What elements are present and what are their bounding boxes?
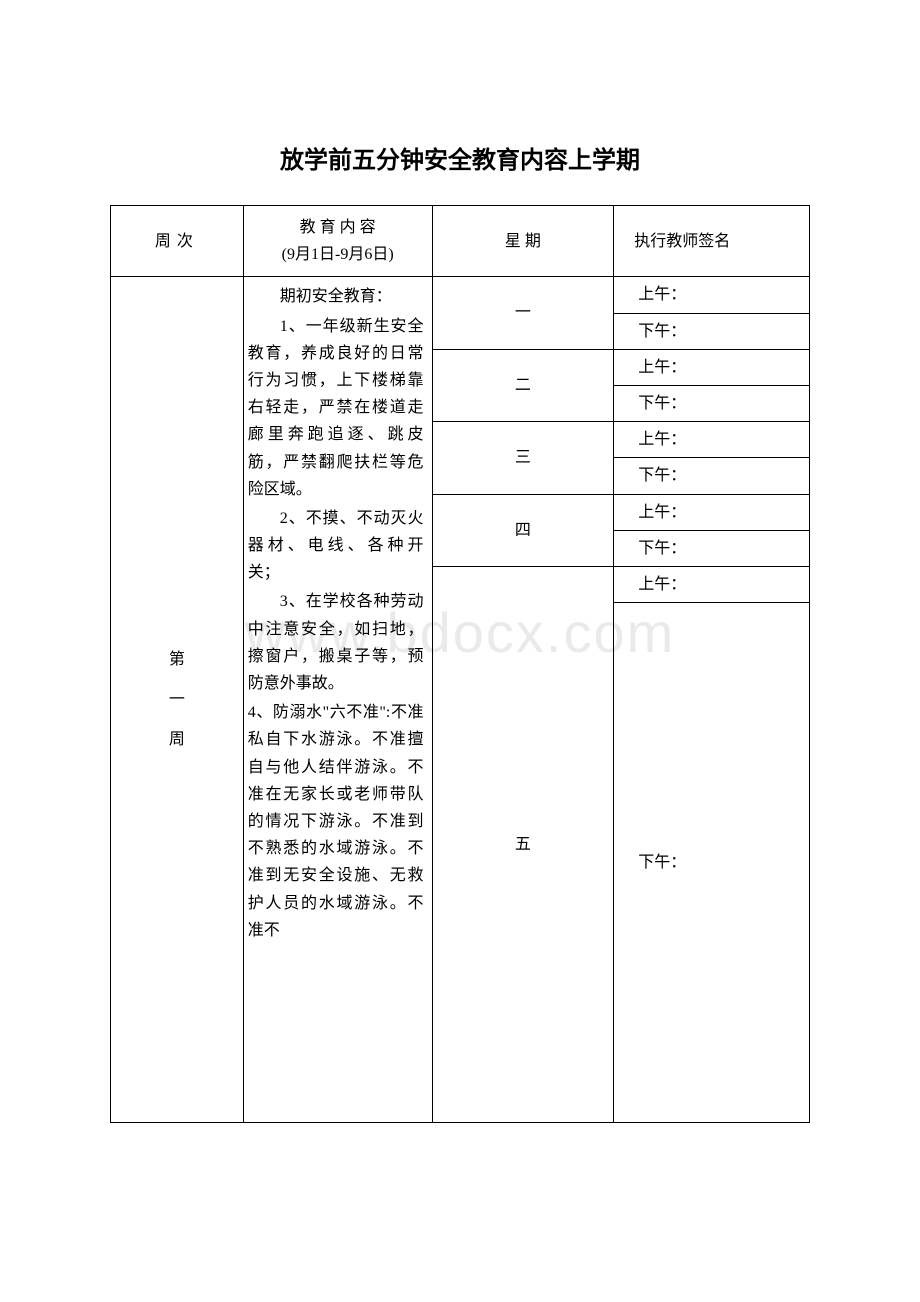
header-day-text: 星 期 <box>437 228 610 255</box>
table-header-row: 周次 教 育 内 容 (9月1日-9月6日) 星 期 执行教师签名 <box>111 206 810 277</box>
header-content: 教 育 内 容 (9月1日-9月6日) <box>243 206 432 277</box>
sign-d4-am: 上午： <box>614 494 810 530</box>
day-1: 一 <box>432 277 614 349</box>
content-intro: 期初安全教育： <box>248 283 424 310</box>
week-char-3: 周 <box>117 720 237 760</box>
header-week: 周次 <box>111 206 244 277</box>
week-cell: 第 一 周 <box>111 277 244 1123</box>
header-sign: 执行教师签名 <box>614 206 810 277</box>
schedule-table: 周次 教 育 内 容 (9月1日-9月6日) 星 期 执行教师签名 第 一 周 … <box>110 205 810 1123</box>
week-char-2: 一 <box>117 680 237 720</box>
sign-d4-pm: 下午： <box>614 530 810 566</box>
sign-d5-pm: 下午： <box>614 603 810 1123</box>
header-day: 星 期 <box>432 206 614 277</box>
document-page: 放学前五分钟安全教育内容上学期 周次 教 育 内 容 (9月1日-9月6日) 星… <box>0 0 920 1123</box>
sign-d1-pm: 下午： <box>614 313 810 349</box>
header-week-text: 周次 <box>115 228 239 255</box>
sign-d3-am: 上午： <box>614 422 810 458</box>
day-4: 四 <box>432 494 614 566</box>
sign-d1-am: 上午： <box>614 277 810 313</box>
content-p3: 3、在学校各种劳动中注意安全，如扫地，擦窗户，搬桌子等，预防意外事故。 <box>248 588 424 697</box>
header-content-label: 教 育 内 容 <box>248 214 428 241</box>
header-sign-text: 执行教师签名 <box>634 228 803 255</box>
document-title: 放学前五分钟安全教育内容上学期 <box>110 140 810 175</box>
week-char-1: 第 <box>117 640 237 680</box>
sign-d3-pm: 下午： <box>614 458 810 494</box>
content-p1: 1、一年级新生安全教育，养成良好的日常行为习惯，上下楼梯靠右轻走，严禁在楼道走廊… <box>248 313 424 503</box>
content-cell: 期初安全教育： 1、一年级新生安全教育，养成良好的日常行为习惯，上下楼梯靠右轻走… <box>243 277 432 1123</box>
day-5: 五 <box>432 566 614 1122</box>
table-row: 第 一 周 期初安全教育： 1、一年级新生安全教育，养成良好的日常行为习惯，上下… <box>111 277 810 313</box>
sign-d5-am: 上午： <box>614 566 810 602</box>
sign-d2-am: 上午： <box>614 349 810 385</box>
day-2: 二 <box>432 349 614 421</box>
sign-d2-pm: 下午： <box>614 385 810 421</box>
header-content-date: (9月1日-9月6日) <box>248 241 428 268</box>
content-p4: 4、防溺水"六不准":不准私自下水游泳。不准擅自与他人结伴游泳。不准在无家长或老… <box>248 699 424 944</box>
content-p2: 2、不摸、不动灭火器材、电线、各种开关； <box>248 505 424 587</box>
day-3: 三 <box>432 422 614 494</box>
